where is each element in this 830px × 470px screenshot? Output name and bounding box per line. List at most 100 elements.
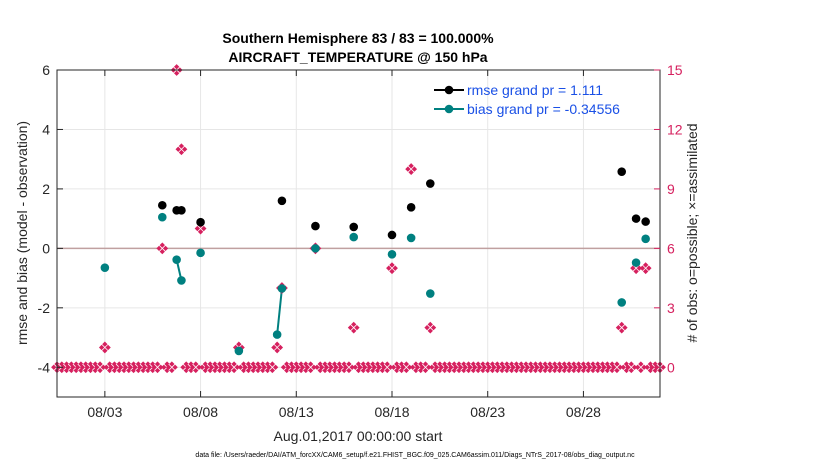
- bias-marker: [172, 255, 181, 264]
- obs-count-marker: [615, 321, 628, 334]
- x-tick-label: 08/28: [566, 404, 601, 420]
- obs-zero-marker: [189, 361, 202, 374]
- obs-zero-marker: [165, 361, 178, 374]
- obs-count-marker: [194, 222, 207, 235]
- obs-zero-marker: [400, 361, 413, 374]
- obs-cross: [402, 363, 410, 371]
- obs-zero-marker: [634, 361, 647, 374]
- rmse-marker: [425, 179, 435, 188]
- bias-segment: [276, 288, 283, 335]
- bias-marker: [406, 233, 416, 243]
- obs-cross: [388, 264, 396, 272]
- obs-cross: [422, 363, 429, 371]
- legend-bias-marker: [444, 104, 454, 114]
- left-axis-ticks: -4 -2 0 2 4 6: [38, 62, 63, 375]
- chart-title-line2: AIRCRAFT_TEMPERATURE @ 150 hPa: [228, 49, 487, 65]
- obs-zero-marker: [94, 361, 106, 374]
- bias-marker: [177, 276, 186, 285]
- rmse-marker: [177, 206, 186, 215]
- bias-marker: [272, 330, 282, 339]
- rmse-marker: [617, 167, 627, 176]
- rmse-marker: [387, 230, 397, 240]
- data-file-footnote: data file: /Users/raeder/DAI/ATM_forcXX/…: [195, 452, 635, 459]
- rmse-marker: [349, 222, 359, 232]
- bias-marker: [100, 263, 110, 272]
- rmse-marker: [196, 217, 205, 227]
- bias-marker: [277, 284, 287, 293]
- obs-cross: [101, 343, 109, 351]
- x-tick-label: 08/23: [470, 404, 505, 420]
- bias-marker: [641, 234, 650, 244]
- rmse-marker: [311, 221, 320, 231]
- obs-count-marker: [639, 262, 652, 275]
- x-tick-label: 08/18: [374, 404, 409, 420]
- obs-cross: [154, 363, 161, 371]
- obs-cross: [642, 264, 650, 272]
- left-tick-label: 6: [42, 62, 50, 78]
- rmse-marker: [277, 196, 287, 206]
- bias-marker: [234, 346, 244, 356]
- right-tick-label: 6: [667, 240, 675, 256]
- obs-count-markers: [51, 64, 666, 374]
- rmse-marker: [406, 203, 416, 212]
- obs-count-marker: [98, 341, 111, 354]
- obs-cross: [168, 363, 176, 371]
- obs-zero-marker: [381, 361, 394, 374]
- obs-zero-marker: [228, 361, 240, 374]
- obs-cross: [268, 363, 276, 371]
- x-tick-label: 08/08: [183, 404, 218, 420]
- obs-zero-marker: [343, 361, 355, 374]
- x-tick-label: 08/13: [279, 404, 314, 420]
- obs-count-marker: [386, 262, 398, 275]
- obs-zero-marker: [266, 361, 279, 374]
- obs-cross: [618, 324, 626, 332]
- obs-cross: [230, 363, 238, 371]
- rmse-marker: [157, 200, 167, 210]
- obs-cross: [177, 145, 185, 153]
- obs-count-marker: [424, 321, 437, 334]
- series-markers: [100, 167, 650, 356]
- plot-area: [57, 70, 660, 397]
- obs-cross: [426, 324, 434, 332]
- right-axis-ticks: 0 3 6 9 12 15: [654, 62, 683, 375]
- obs-zero-marker: [151, 361, 164, 374]
- obs-cross: [96, 363, 104, 371]
- obs-zero-marker: [625, 361, 638, 374]
- chart-title-line1: Southern Hemisphere 83 / 83 = 100.000%: [222, 30, 494, 46]
- right-axis-label: # of obs: o=possible; ×=assimilated: [684, 123, 700, 342]
- obs-zero-marker: [611, 361, 623, 374]
- obs-cross: [637, 363, 645, 371]
- bias-marker: [631, 258, 641, 267]
- rmse-marker: [641, 217, 650, 226]
- x-axis-label: Aug.01,2017 00:00:00 start: [274, 428, 443, 444]
- x-axis-ticks: 08/03 08/08 08/13 08/18 08/23 08/28: [87, 70, 601, 420]
- left-tick-label: 4: [42, 121, 50, 137]
- obs-cross: [307, 363, 315, 371]
- x-tick-label: 08/03: [87, 404, 122, 420]
- obs-count-marker: [347, 321, 360, 334]
- bias-marker: [349, 232, 359, 242]
- obs-cross: [613, 363, 621, 371]
- rmse-marker: [631, 214, 641, 223]
- obs-count-marker: [271, 341, 284, 354]
- obs-cross: [192, 363, 200, 371]
- obs-count-marker: [405, 163, 418, 175]
- obs-cross: [197, 225, 205, 233]
- left-tick-label: 2: [42, 181, 50, 197]
- right-tick-label: 3: [667, 300, 675, 316]
- obs-count-marker: [175, 143, 188, 156]
- legend: rmse grand pr = 1.111 bias grand pr = -0…: [434, 82, 620, 117]
- bias-marker: [196, 248, 205, 258]
- bias-marker: [617, 298, 627, 307]
- obs-cross: [345, 363, 353, 371]
- bias-marker: [157, 212, 167, 222]
- bias-marker: [311, 244, 320, 253]
- obs-cross: [350, 324, 358, 332]
- right-tick-label: 15: [667, 62, 683, 78]
- obs-count-marker: [156, 242, 169, 255]
- bias-marker: [425, 289, 435, 298]
- obs-cross: [407, 165, 415, 173]
- left-tick-label: -2: [38, 300, 51, 316]
- obs-cross: [158, 244, 166, 252]
